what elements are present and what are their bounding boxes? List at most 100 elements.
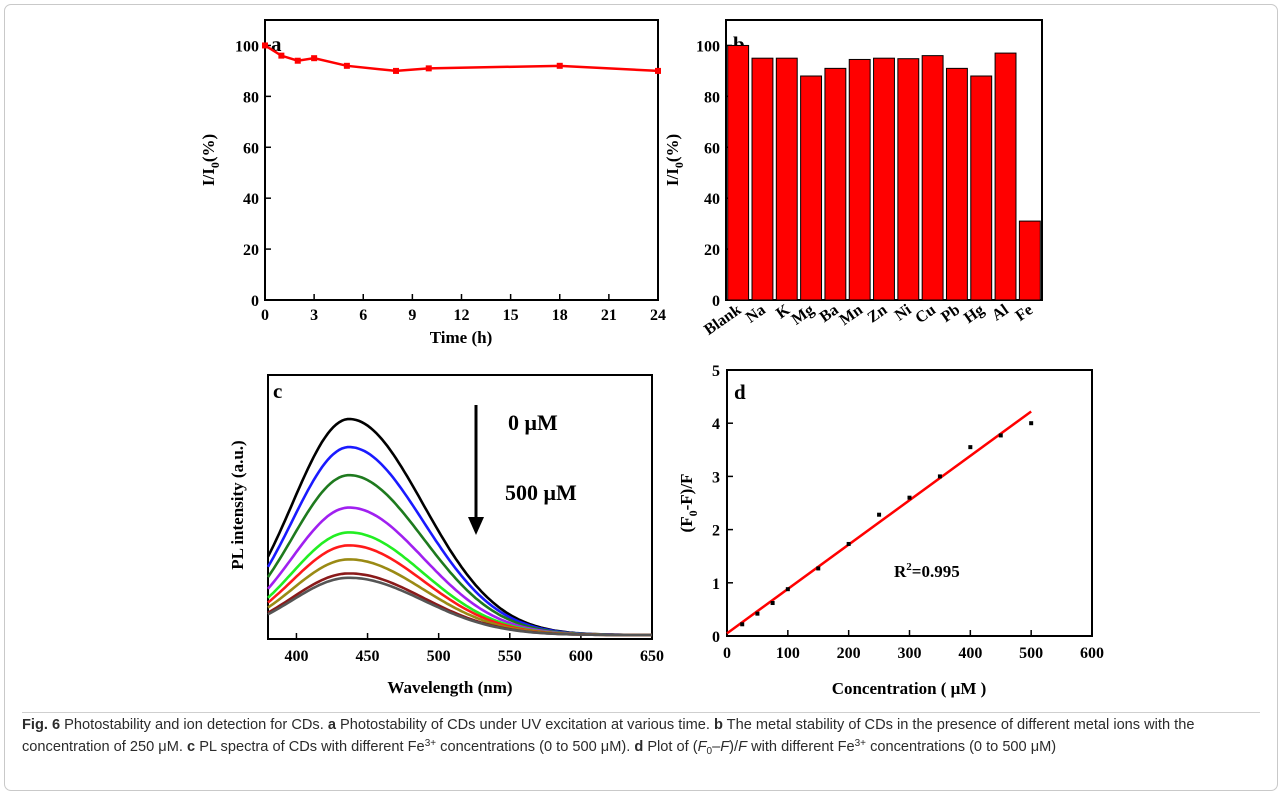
panel-a-x-tick-label: 12 (454, 307, 470, 324)
caption-part-d-f3: F (738, 738, 747, 755)
caption-part-d-f: F (697, 738, 707, 755)
panel-b-category-label: K (773, 301, 793, 322)
panel-b-bar (970, 75, 993, 301)
r-squared-annotation: R2=0.995 (894, 561, 960, 581)
caption-part-c-label: c (187, 738, 196, 755)
panel-b-bar (848, 58, 871, 301)
panel-a-x-tick-label: 18 (552, 307, 568, 324)
panel-a-x-tick-label: 21 (601, 307, 617, 324)
annotation-500-um: 500 μM (505, 480, 577, 505)
panel-a-series (262, 42, 661, 74)
panel-a-y-tick-label: 40 (243, 191, 259, 208)
panel-b-bar (994, 52, 1017, 301)
caption-part-a-text: Photostability of CDs under UV excitatio… (340, 717, 710, 733)
panel-b-bar (751, 57, 774, 301)
panel-d-y-tick-label: 4 (712, 416, 720, 433)
panel-d-scatter-chart: d 0 100 200 300 400 500 600 0 1 2 3 4 5 R2=0.995 Con… (677, 363, 1104, 698)
panel-c-x-tick-label: 600 (569, 648, 593, 665)
panel-a-series-line (264, 44, 659, 73)
panel-c-y-axis-label: PL intensity (a.u.) (228, 440, 247, 569)
figure-caption: Fig. 6 Photostability and ion detection … (22, 715, 1262, 758)
panel-d-data-point (1029, 421, 1034, 426)
panel-d-data-point (998, 433, 1003, 438)
panel-b-letter: b (733, 32, 745, 56)
caption-part-d-text-1: Plot of ( (647, 738, 698, 755)
panel-d-y-tick-label: 2 (712, 523, 720, 540)
panel-b-bar (775, 57, 798, 301)
panel-a-plot-frame (264, 19, 659, 301)
panel-a-ticks: 0 3 6 9 12 15 18 21 24 0 20 40 60 80 100 (235, 38, 666, 324)
caption-part-c-superscript: 3+ (424, 737, 437, 749)
panel-a-x-tick-label: 9 (408, 307, 416, 324)
panel-d-plot-frame (726, 369, 1093, 637)
panel-b-y-tick-label: 60 (704, 140, 720, 157)
panel-c-spectra-chart: c 400 450 500 550 600 650 0 μM 500 μM Wavelen… (228, 374, 664, 697)
panel-b-bar (897, 58, 920, 301)
panel-b-category-label: Al (989, 301, 1012, 324)
panel-b-y-tick-label: 0 (712, 293, 720, 310)
panel-d-x-axis-label: Concentration ( μM ) (832, 679, 987, 698)
panel-a-x-axis-label: Time (h) (430, 328, 493, 347)
panel-b-bar (921, 55, 944, 301)
panel-b-y-tick-label: 40 (704, 191, 720, 208)
panel-c-x-tick-label: 400 (284, 648, 308, 665)
panel-d-data-point (816, 566, 821, 571)
caption-part-b-label: b (713, 717, 723, 733)
panel-c-spectrum-curve (267, 576, 652, 637)
caption-part-d-superscript: 3+ (854, 737, 867, 749)
panel-c-spectrum-curve (267, 544, 652, 637)
panel-d-letter: d (734, 380, 746, 404)
panel-b-category-label: Mg (789, 301, 818, 328)
annotation-0-um: 0 μM (508, 410, 558, 435)
panel-c-letter: c (273, 379, 282, 403)
panel-d-y-axis-label: (F0-F)/F (677, 474, 700, 533)
panel-d-series (726, 410, 1034, 635)
panel-a-data-point (294, 57, 301, 64)
panel-b-y-axis-label: I/I0(%) (663, 134, 686, 186)
panel-a-data-point (556, 62, 563, 69)
caption-part-d-subscript: 0 (706, 745, 713, 757)
panel-d-y-tick-label: 1 (712, 576, 720, 593)
panel-d-data-point (740, 622, 745, 627)
figure-frame (4, 4, 1278, 791)
panel-d-ticks: 0 100 200 300 400 500 600 0 1 2 3 4 5 (712, 363, 1104, 662)
panel-a-y-tick-label: 0 (251, 293, 259, 310)
panel-a-data-point (393, 67, 399, 74)
panel-d-x-tick-label: 300 (898, 645, 922, 662)
panel-d-x-tick-label: 400 (958, 645, 982, 662)
panel-a-y-tick-label: 60 (243, 140, 259, 157)
panel-b-y-tick-label: 100 (696, 38, 720, 55)
caption-part-c-text-2: concentrations (0 to 500 μM). (440, 738, 631, 755)
panel-b-ticks: 0 20 40 60 80 100 (696, 38, 732, 310)
panel-d-y-tick-label: 0 (712, 629, 720, 646)
panel-d-x-tick-label: 500 (1019, 645, 1043, 662)
caption-part-a-label: a (327, 717, 336, 733)
panel-b-y-tick-label: 20 (704, 242, 720, 259)
panel-d-x-tick-label: 200 (837, 645, 861, 662)
caption-part-d-text-2: – (712, 738, 721, 755)
panel-d-data-point (907, 495, 912, 500)
panel-c-x-tick-label: 500 (427, 648, 451, 665)
panel-a-data-point (262, 42, 268, 49)
panel-a-x-tick-label: 0 (261, 307, 269, 324)
panel-a-x-tick-label: 6 (359, 307, 367, 324)
panel-c-ticks: 400 450 500 550 600 650 (284, 633, 664, 665)
caption-part-d-label: d (634, 738, 644, 755)
panel-a-y-tick-label: 100 (235, 38, 259, 55)
panel-a-data-point (655, 67, 661, 74)
panel-a-y-axis-label: I/I0(%) (199, 134, 222, 186)
panel-d-fit-line (726, 410, 1032, 635)
caption-part-d-text-3: )/ (729, 738, 739, 755)
panel-b-category-label: Mn (837, 301, 866, 329)
panel-d-data-point (968, 445, 973, 450)
caption-divider (22, 712, 1260, 713)
panel-b-bars (727, 44, 1041, 301)
panel-d-data-point (846, 541, 851, 546)
caption-figure-label: Fig. 6 (22, 717, 61, 733)
caption-part-d-text-5: concentrations (0 to 500 μM) (870, 738, 1057, 755)
panel-b-bar (945, 67, 968, 301)
panel-c-spectrum-curve (267, 558, 652, 637)
caption-part-d-f2: F (720, 738, 730, 755)
caption-part-c-text-1: PL spectra of CDs with different Fe (199, 738, 425, 755)
